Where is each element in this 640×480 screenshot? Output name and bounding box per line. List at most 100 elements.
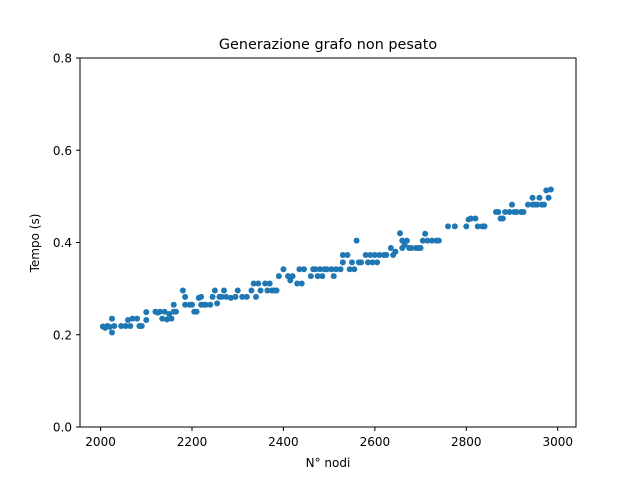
data-point bbox=[255, 280, 262, 287]
y-axis-label: Tempo (s) bbox=[28, 214, 42, 274]
y-axis: 0.0 0.2 0.4 0.6 0.8 bbox=[53, 52, 80, 435]
data-point bbox=[207, 301, 214, 308]
x-tick-label: 3000 bbox=[542, 435, 573, 449]
x-tick-label: 2000 bbox=[85, 435, 116, 449]
data-point bbox=[408, 245, 415, 252]
x-axis-label: N° nodi bbox=[306, 456, 351, 470]
data-point bbox=[161, 308, 168, 315]
x-tick-label: 2400 bbox=[268, 435, 299, 449]
data-point bbox=[495, 209, 502, 216]
data-point bbox=[451, 223, 458, 230]
data-point bbox=[547, 186, 554, 193]
data-point bbox=[481, 223, 488, 230]
data-point bbox=[499, 215, 506, 222]
data-point bbox=[429, 237, 435, 244]
data-point bbox=[317, 266, 323, 273]
chart-title: Generazione grafo non pesato bbox=[219, 37, 438, 53]
data-point bbox=[374, 259, 381, 266]
data-point bbox=[182, 293, 189, 300]
data-point bbox=[182, 301, 189, 308]
data-point bbox=[189, 301, 195, 308]
data-point bbox=[257, 287, 264, 294]
data-point bbox=[545, 194, 552, 201]
data-points bbox=[99, 186, 554, 336]
data-point bbox=[298, 280, 305, 287]
data-point bbox=[157, 308, 163, 315]
data-point bbox=[294, 280, 301, 287]
data-point bbox=[369, 259, 376, 266]
data-point bbox=[319, 273, 326, 280]
data-point bbox=[506, 209, 513, 216]
data-point bbox=[333, 266, 339, 273]
data-point bbox=[143, 316, 150, 323]
data-point bbox=[253, 293, 259, 300]
data-point bbox=[463, 223, 470, 230]
data-point bbox=[143, 309, 150, 316]
data-point bbox=[344, 251, 351, 258]
data-point bbox=[307, 273, 314, 280]
data-point bbox=[314, 273, 321, 280]
data-point bbox=[424, 237, 431, 244]
x-tick-label: 2600 bbox=[360, 435, 391, 449]
data-point bbox=[227, 294, 234, 301]
data-point bbox=[387, 245, 394, 252]
plot-area bbox=[79, 57, 577, 428]
data-point bbox=[223, 293, 230, 300]
data-point bbox=[367, 251, 374, 258]
data-point bbox=[264, 287, 271, 294]
data-point bbox=[339, 251, 346, 258]
data-point bbox=[262, 280, 269, 287]
data-point bbox=[536, 194, 543, 201]
data-point bbox=[520, 209, 527, 216]
data-point bbox=[166, 310, 173, 317]
data-point bbox=[417, 245, 424, 252]
y-tick-label: 0.0 bbox=[53, 421, 72, 435]
data-point bbox=[339, 259, 346, 266]
data-point bbox=[232, 293, 239, 300]
data-point bbox=[198, 293, 205, 300]
data-point bbox=[111, 322, 118, 329]
data-point bbox=[337, 266, 344, 273]
data-point bbox=[543, 187, 550, 194]
data-point bbox=[509, 201, 515, 208]
data-point bbox=[273, 287, 280, 294]
data-point bbox=[474, 223, 481, 230]
data-point bbox=[422, 230, 429, 237]
data-point bbox=[248, 287, 255, 294]
y-tick-label: 0.4 bbox=[53, 236, 72, 250]
data-point bbox=[397, 230, 403, 237]
data-point bbox=[541, 201, 547, 208]
data-point bbox=[365, 259, 371, 266]
y-tick-label: 0.8 bbox=[53, 52, 72, 66]
data-point bbox=[323, 266, 330, 273]
data-point bbox=[125, 316, 131, 323]
data-point bbox=[173, 308, 179, 315]
data-point bbox=[362, 251, 369, 258]
data-point bbox=[134, 315, 141, 322]
data-point bbox=[513, 209, 520, 216]
data-point bbox=[358, 259, 365, 266]
data-point bbox=[218, 293, 225, 300]
data-point bbox=[376, 251, 383, 258]
data-point bbox=[214, 300, 221, 307]
data-point bbox=[109, 329, 115, 336]
data-point bbox=[109, 315, 115, 322]
data-point bbox=[122, 322, 129, 329]
y-tick-label: 0.6 bbox=[53, 144, 72, 158]
data-point bbox=[383, 251, 390, 258]
data-point bbox=[502, 209, 509, 216]
data-point bbox=[351, 266, 358, 273]
data-point bbox=[529, 194, 536, 201]
data-point bbox=[170, 301, 177, 308]
data-point bbox=[467, 215, 474, 222]
data-point bbox=[346, 266, 353, 273]
x-axis: 2000 2200 2400 2600 2800 3000 bbox=[85, 427, 573, 449]
data-point bbox=[525, 201, 531, 208]
data-point bbox=[392, 248, 399, 255]
data-point bbox=[211, 287, 218, 294]
data-point bbox=[353, 237, 360, 244]
data-point bbox=[221, 287, 227, 294]
data-point bbox=[129, 315, 136, 322]
